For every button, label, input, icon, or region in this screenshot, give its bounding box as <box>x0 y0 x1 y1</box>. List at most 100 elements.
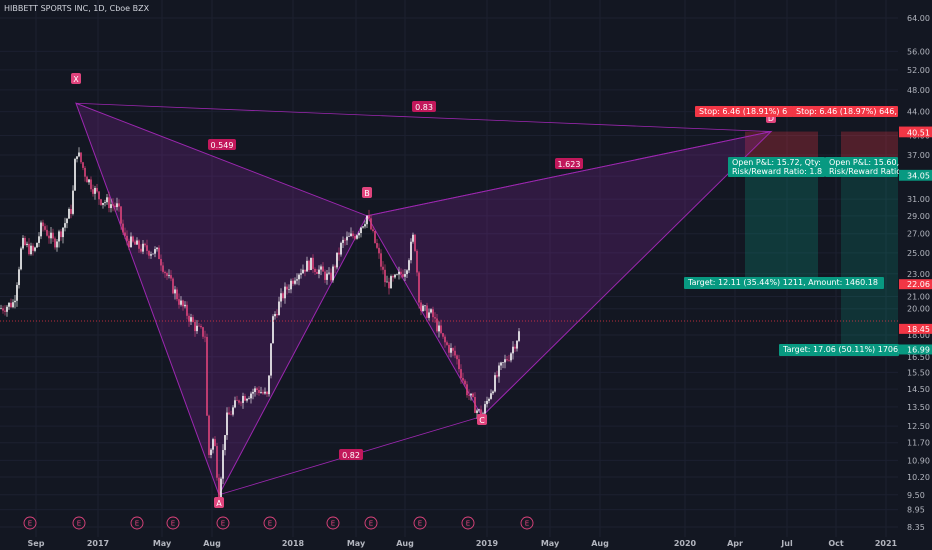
candle-body <box>34 247 36 251</box>
candle-body <box>148 250 150 256</box>
candle-body <box>354 236 356 239</box>
candle-body <box>412 234 414 242</box>
price-tick: 48.00 <box>907 86 930 95</box>
pattern-labels: X A B C D 0.549 0.83 1.623 0.82 <box>71 73 776 508</box>
candle-body <box>374 230 376 244</box>
price-tick: 20.00 <box>907 305 930 314</box>
point-c-label-bg <box>477 414 487 425</box>
position-labels[interactable]: Stop: 6.46 (18.91%) 6 Stop: 6.46 (18.97%)… <box>684 106 901 356</box>
candle-body <box>254 388 256 393</box>
candle-body <box>96 187 98 192</box>
price-tick: 14.50 <box>907 385 930 394</box>
earnings-marker-label: E <box>135 520 139 528</box>
candle-body <box>84 167 86 177</box>
harmonic-pattern[interactable] <box>75 102 773 496</box>
pnl-box-2-line-1: Open P&L: 15.60, <box>829 158 899 167</box>
candle-body <box>58 231 60 242</box>
candle-body <box>418 272 420 303</box>
candle-body <box>500 362 502 366</box>
candle-body <box>86 176 88 183</box>
candle-body <box>92 189 94 194</box>
candle-body <box>272 316 274 344</box>
price-badge: 16.99 <box>907 345 930 354</box>
candle-body <box>158 247 160 260</box>
candle-body <box>170 275 172 279</box>
candle-body <box>480 409 482 418</box>
candle-body <box>214 439 216 447</box>
candle-body <box>8 302 10 307</box>
candle-body <box>152 253 154 255</box>
target-label-2-bg <box>779 344 899 356</box>
candle-body <box>190 317 192 322</box>
candle-body <box>166 273 168 276</box>
earnings-marker-label: E <box>331 520 335 528</box>
candle-body <box>206 336 208 416</box>
candle-body <box>296 279 298 281</box>
candle-body <box>396 274 398 276</box>
candle-body <box>200 325 202 328</box>
ratio-bc-d-bg <box>555 158 583 169</box>
candle-body <box>508 360 510 361</box>
earnings-marker <box>166 516 180 530</box>
candle-body <box>440 325 442 334</box>
candle-body <box>268 375 270 395</box>
candle-body <box>98 191 100 200</box>
time-tick: Aug <box>203 539 221 548</box>
price-badge: 34.05 <box>907 172 930 181</box>
candle-body <box>72 190 74 214</box>
candle-body <box>228 412 230 415</box>
price-tick: 23.00 <box>907 270 930 279</box>
candle-body <box>394 274 396 278</box>
price-tick: 13.50 <box>907 403 930 412</box>
candle-body <box>134 241 136 245</box>
candle-body <box>330 272 332 281</box>
candle-body <box>52 232 54 239</box>
candle-body <box>338 252 340 255</box>
price-tick: 21.00 <box>907 293 930 302</box>
candle-body <box>488 398 490 401</box>
time-axis[interactable]: Sep 2017 May Aug 2018 May Aug 2019 May Aug 2020 Apr… <box>28 539 898 548</box>
candle-body <box>368 215 370 219</box>
candle-body <box>474 397 476 413</box>
time-tick: May <box>153 539 172 548</box>
candle-body <box>76 156 78 159</box>
candle-body <box>188 315 190 322</box>
candle-body <box>142 243 144 252</box>
candle-body <box>400 271 402 275</box>
point-b-label-bg <box>362 187 372 198</box>
price-axis-bg <box>899 0 932 550</box>
bd-line <box>366 131 772 217</box>
candle-body <box>434 317 436 319</box>
candle-body <box>80 152 82 163</box>
candle-body <box>6 306 8 312</box>
candle-body <box>204 336 206 338</box>
time-tick: 2017 <box>87 539 109 548</box>
candle-body <box>120 206 122 224</box>
candle-body <box>276 314 278 316</box>
candle-body <box>316 271 318 274</box>
candle-body <box>180 300 182 305</box>
candle-body <box>256 388 258 390</box>
candle-body <box>496 375 498 377</box>
price-tick: 15.50 <box>907 368 930 377</box>
candle-body <box>14 300 16 303</box>
candle-body <box>144 243 146 246</box>
candle-body <box>404 274 406 277</box>
earnings-marker <box>326 516 340 530</box>
candle-body <box>466 384 468 396</box>
candle-body <box>432 309 434 318</box>
price-axis[interactable]: 64.0056.0052.0048.0044.0040.0037.0034.00… <box>899 14 932 532</box>
candle-body <box>32 245 34 251</box>
candle-body <box>122 223 124 233</box>
candle-body <box>376 243 378 248</box>
candle-body <box>282 293 284 299</box>
candle-body <box>438 325 440 332</box>
candle-body <box>308 260 310 270</box>
candle-body <box>310 257 312 270</box>
stop-label-2: Stop: 6.46 (18.97%) 646, <box>796 107 897 116</box>
candle-body <box>94 187 96 194</box>
candle-body <box>420 302 422 312</box>
candle-body <box>284 286 286 299</box>
